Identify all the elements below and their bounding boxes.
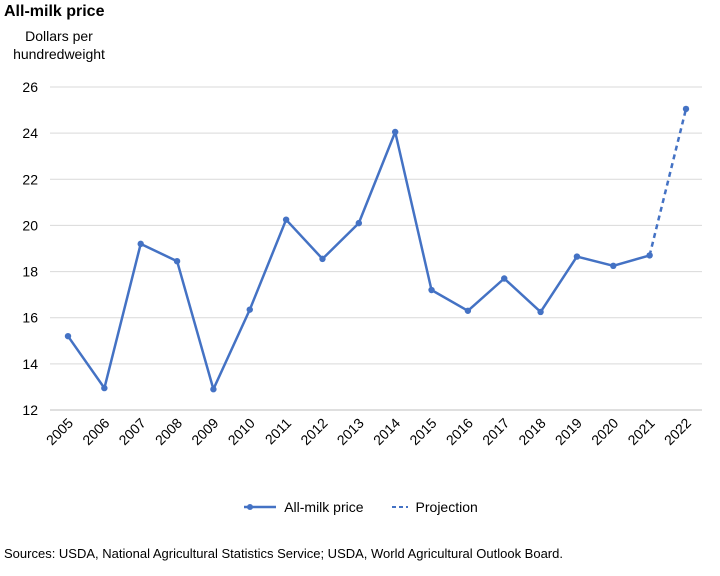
- x-tick-label: 2010: [225, 415, 258, 448]
- y-tick-label: 22: [22, 171, 38, 187]
- x-tick-label: 2013: [334, 415, 367, 448]
- legend-label-all-milk: All-milk price: [284, 499, 364, 515]
- x-tick-label: 2011: [262, 415, 295, 448]
- all-milk-price-line: [66, 130, 650, 391]
- legend-swatch-dashed: [391, 506, 408, 508]
- x-tick-label: 2009: [188, 415, 221, 448]
- x-tick-label: 2017: [479, 415, 512, 448]
- y-tick-label: 18: [22, 264, 38, 280]
- x-tick-label: 2008: [152, 415, 185, 448]
- x-tick-label: 2019: [552, 415, 585, 448]
- chart-title: All-milk price: [4, 3, 105, 20]
- x-tick-label: 2014: [370, 415, 403, 448]
- x-tick-label: 2018: [515, 415, 548, 448]
- legend: All-milk price Projection: [0, 499, 720, 515]
- data-point: [137, 240, 144, 248]
- x-tick-label: 2012: [297, 415, 330, 448]
- x-tick-label: 2021: [624, 415, 657, 448]
- legend-label-projection: Projection: [415, 499, 478, 515]
- data-point: [355, 219, 363, 227]
- x-tick-label: 2005: [43, 415, 76, 448]
- x-tick-label: 2020: [588, 415, 621, 448]
- data-point: [391, 128, 399, 136]
- data-point: [246, 306, 253, 313]
- data-point: [101, 384, 108, 392]
- x-tick-label: 2007: [115, 415, 148, 448]
- data-point: [428, 286, 435, 294]
- data-point: [210, 386, 217, 393]
- data-point: [173, 257, 181, 265]
- y-tick-label: 26: [22, 79, 38, 95]
- y-tick-label: 20: [22, 217, 38, 233]
- x-tick-label: 2006: [79, 415, 112, 448]
- source-note: Sources: USDA, National Agricultural Sta…: [4, 546, 563, 561]
- y-tick-label: 16: [22, 310, 38, 326]
- data-point: [282, 216, 290, 223]
- legend-swatch-solid: [244, 504, 277, 510]
- projection-line: [648, 108, 688, 256]
- y-tick-label: 14: [22, 356, 38, 372]
- legend-item-all-milk: All-milk price: [242, 499, 364, 515]
- data-point: [464, 307, 472, 314]
- y-axis-label: Dollars per hundredweight: [13, 28, 105, 62]
- y-tick-label: 24: [22, 125, 38, 141]
- projection-point: [682, 105, 690, 113]
- data-point: [319, 255, 326, 263]
- data-point: [501, 275, 508, 282]
- x-tick-label: 2022: [661, 415, 694, 448]
- data-point: [646, 252, 653, 259]
- data-point: [64, 332, 72, 340]
- data-point: [610, 262, 617, 270]
- legend-item-projection: Projection: [390, 499, 478, 515]
- x-tick-label: 2016: [443, 415, 476, 448]
- x-tick-label: 2015: [406, 415, 439, 448]
- data-point: [537, 308, 544, 316]
- y-tick-label: 12: [22, 402, 38, 418]
- data-point: [573, 253, 581, 260]
